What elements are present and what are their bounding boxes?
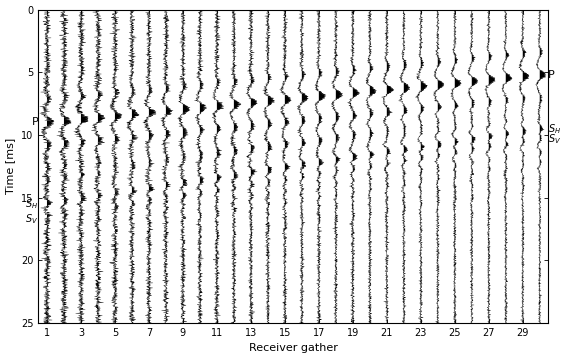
Text: $S_V$: $S_V$ — [26, 212, 39, 226]
Text: P: P — [32, 117, 39, 127]
Y-axis label: Time [ms]: Time [ms] — [6, 138, 15, 195]
Text: P: P — [548, 70, 555, 80]
X-axis label: Receiver gather: Receiver gather — [249, 344, 338, 354]
Text: $S_H$: $S_H$ — [26, 197, 39, 211]
Text: $S_H$: $S_H$ — [548, 122, 561, 136]
Text: $S_V$: $S_V$ — [548, 132, 561, 146]
